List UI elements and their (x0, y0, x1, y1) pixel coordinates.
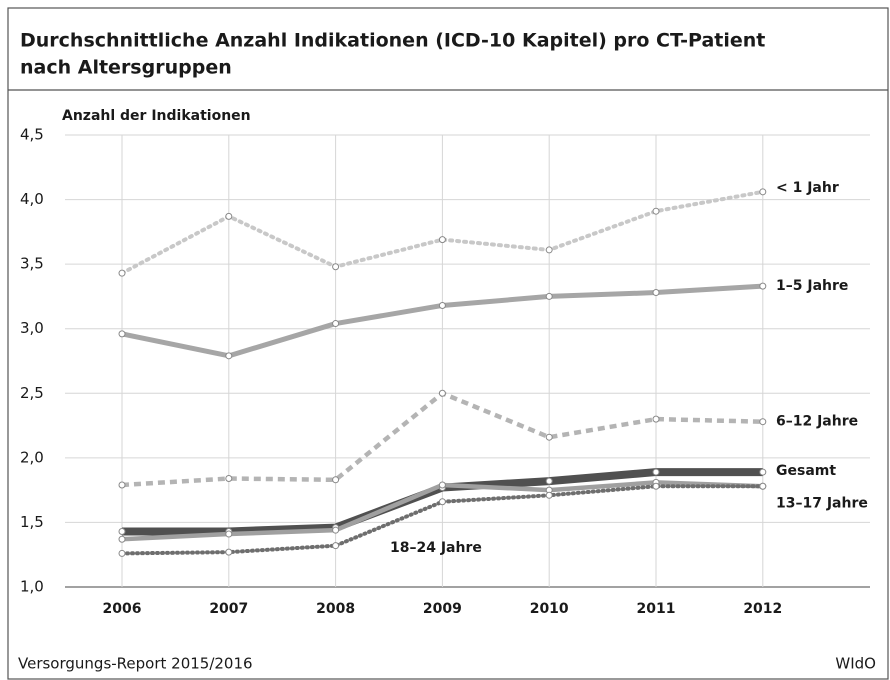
y-tick-label: 3,5 (20, 255, 44, 273)
frame (7, 7, 889, 680)
data-point (545, 246, 553, 254)
data-point (332, 263, 340, 271)
series-label: 1–5 Jahre (776, 278, 848, 294)
y-axis-label: Anzahl der Indikationen (62, 108, 251, 124)
data-point (118, 527, 126, 535)
x-tick-label: 2007 (209, 601, 248, 617)
data-point (225, 352, 233, 360)
data-point (225, 212, 233, 220)
data-point (225, 475, 233, 483)
y-tick-label: 1,5 (20, 513, 44, 531)
data-point (652, 289, 660, 297)
data-point (652, 415, 660, 423)
data-point (438, 301, 446, 309)
data-point (118, 481, 126, 489)
publisher: WIdO (835, 655, 876, 673)
series-label: Gesamt (776, 463, 836, 479)
data-point (759, 282, 767, 290)
data-point (118, 549, 126, 557)
y-tick-label: 1,0 (20, 578, 44, 596)
data-point (545, 433, 553, 441)
series-label: < 1 Jahr (776, 180, 839, 196)
data-point (759, 482, 767, 490)
source: Versorgungs-Report 2015/2016 (18, 655, 253, 673)
data-point (332, 526, 340, 534)
series-label: 6–12 Jahre (776, 414, 858, 430)
data-point (332, 320, 340, 328)
data-point (759, 188, 767, 196)
data-point (545, 477, 553, 485)
data-point (438, 481, 446, 489)
y-tick-label: 4,5 (20, 126, 44, 144)
x-tick-label: 2006 (103, 601, 142, 617)
x-tick-label: 2008 (316, 601, 355, 617)
data-point (759, 468, 767, 476)
data-point (332, 542, 340, 550)
data-point (438, 236, 446, 244)
data-point (652, 468, 660, 476)
data-point (438, 498, 446, 506)
data-point (332, 476, 340, 484)
y-tick-label: 2,0 (20, 448, 44, 466)
x-tick-label: 2011 (637, 601, 676, 617)
series-label: 13–17 Jahre (776, 495, 868, 511)
y-tick-label: 3,0 (20, 319, 44, 337)
data-point (545, 292, 553, 300)
data-point (225, 548, 233, 556)
chart-title: Durchschnittliche Anzahl Indikationen (I… (20, 30, 765, 52)
data-point (118, 330, 126, 338)
x-tick-label: 2009 (423, 601, 462, 617)
x-tick-label: 2010 (530, 601, 569, 617)
data-point (438, 389, 446, 397)
data-point (118, 535, 126, 543)
y-tick-label: 2,5 (20, 384, 44, 402)
data-point (652, 207, 660, 215)
data-point (652, 482, 660, 490)
data-point (225, 530, 233, 538)
series-label: 18–24 Jahre (390, 540, 482, 556)
data-point (118, 269, 126, 277)
x-tick-label: 2012 (743, 601, 782, 617)
chart-title: nach Altersgruppen (20, 57, 232, 79)
y-tick-label: 4,0 (20, 190, 44, 208)
data-point (759, 418, 767, 426)
data-point (545, 491, 553, 499)
